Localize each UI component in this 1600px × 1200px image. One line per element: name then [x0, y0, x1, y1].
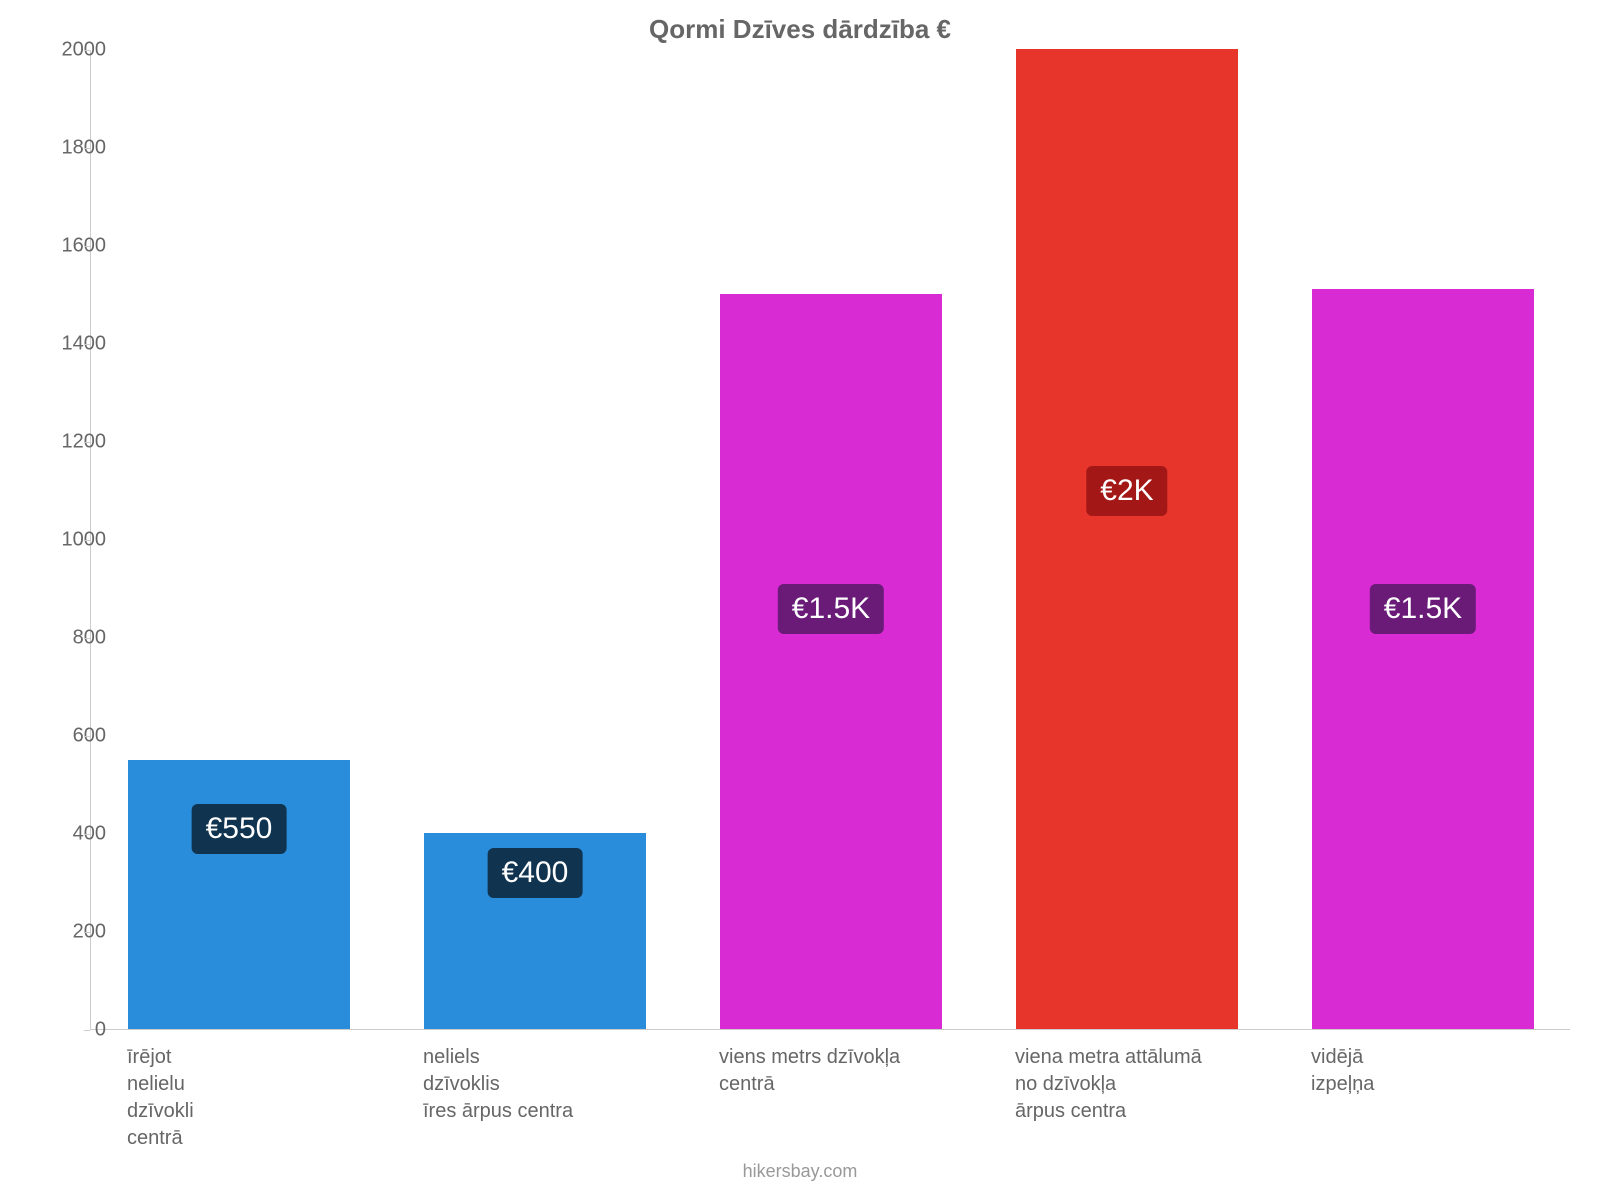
x-axis-label: nelielsdzīvoklisīres ārpus centra [423, 1044, 675, 1125]
plot-area: €550 €400 €1.5K €2K €1.5K [90, 50, 1570, 1030]
bar-value-label: €2K [1086, 466, 1167, 516]
y-tick-mark [84, 932, 90, 933]
y-tick-mark [84, 442, 90, 443]
y-tick-label: 1600 [26, 235, 106, 258]
chart-title: Qormi Dzīves dārdzība € [0, 14, 1600, 45]
bar [1312, 289, 1534, 1029]
y-tick-mark [84, 246, 90, 247]
y-tick-mark [84, 736, 90, 737]
y-tick-mark [84, 540, 90, 541]
x-axis-label: viens metrs dzīvokļacentrā [719, 1044, 971, 1098]
bar-value-label: €1.5K [1370, 584, 1476, 634]
bar [1016, 49, 1238, 1029]
bar-value-label: €1.5K [778, 584, 884, 634]
bar-value-label: €550 [192, 804, 287, 854]
x-axis-label: īrējotnelieludzīvoklicentrā [127, 1044, 379, 1152]
y-tick-mark [84, 638, 90, 639]
y-tick-mark [84, 148, 90, 149]
y-tick-mark [84, 344, 90, 345]
y-tick-label: 1000 [26, 529, 106, 552]
bar [720, 294, 942, 1029]
x-axis-label: viena metra attālumāno dzīvokļaārpus cen… [1015, 1044, 1267, 1125]
y-tick-label: 2000 [26, 39, 106, 62]
y-tick-label: 0 [26, 1019, 106, 1042]
y-tick-mark [84, 1030, 90, 1031]
x-axis-label: vidējāizpeļņa [1311, 1044, 1563, 1098]
y-tick-label: 1200 [26, 431, 106, 454]
y-tick-label: 1800 [26, 137, 106, 160]
y-tick-mark [84, 834, 90, 835]
y-tick-label: 200 [26, 921, 106, 944]
chart-footer: hikersbay.com [0, 1161, 1600, 1182]
y-tick-label: 600 [26, 725, 106, 748]
y-tick-label: 400 [26, 823, 106, 846]
chart-container: Qormi Dzīves dārdzība € €550 €400 €1.5K €2K… [0, 0, 1600, 1200]
y-tick-label: 1400 [26, 333, 106, 356]
y-tick-label: 800 [26, 627, 106, 650]
y-tick-mark [84, 50, 90, 51]
bar-value-label: €400 [488, 848, 583, 898]
bar [128, 760, 350, 1030]
